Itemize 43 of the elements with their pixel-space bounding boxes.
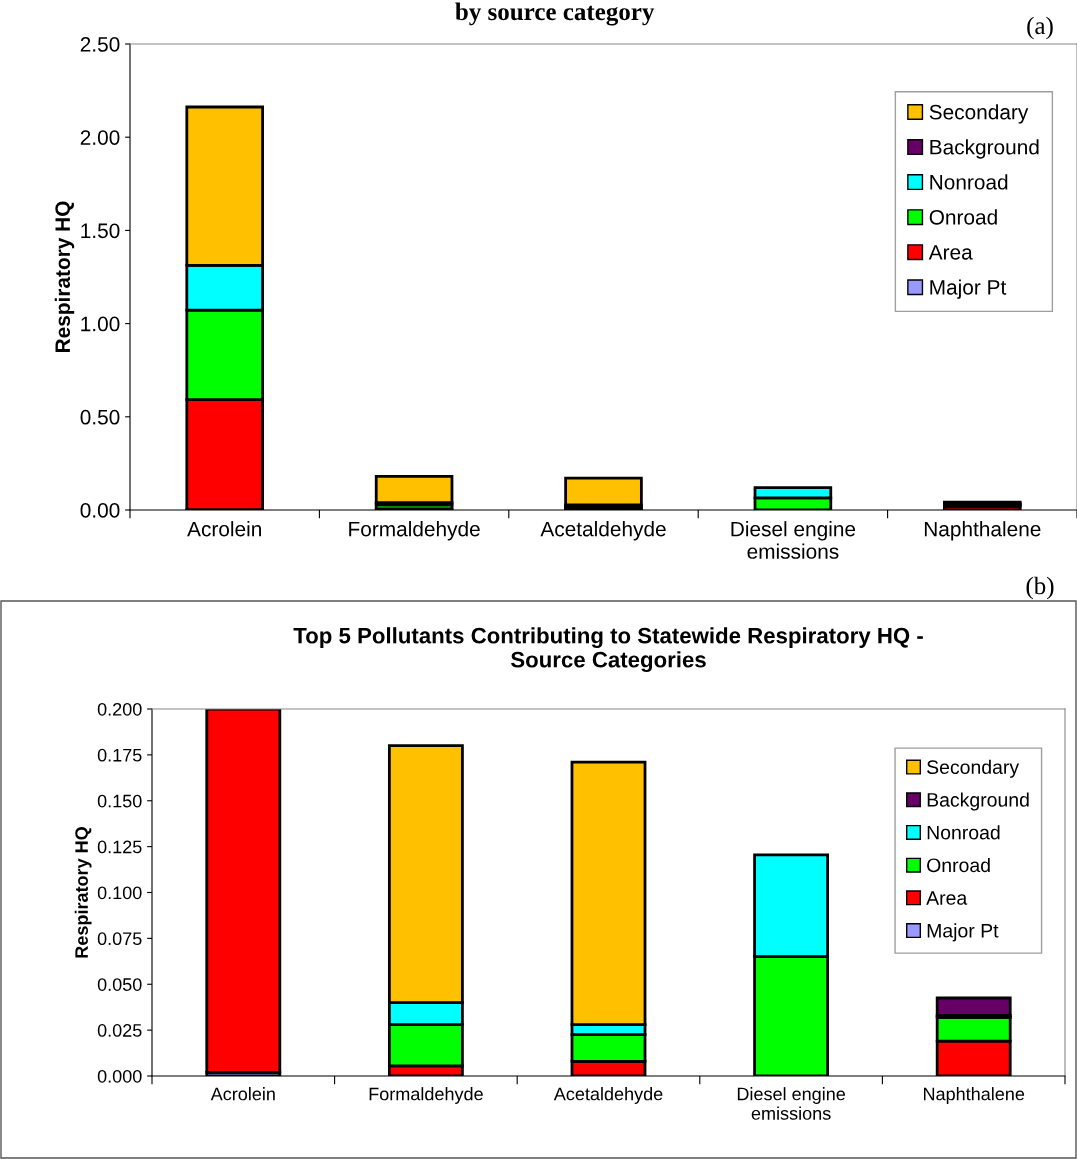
x-tick-label: Diesel engine emissions [731, 521, 856, 559]
legend-label: Nonroad [930, 174, 1008, 190]
y-tick-label: 0.150 [97, 794, 142, 808]
x-tick-label: Naphthalene [924, 521, 1041, 541]
y-tick-label: 0.175 [97, 748, 142, 762]
y-tick-label: 0.125 [97, 840, 142, 854]
text: (b) [1026, 576, 1054, 600]
legend-label: Onroad [927, 857, 990, 873]
y-tick-label: 0.075 [97, 932, 142, 946]
legend-label: Background [927, 792, 1029, 811]
legend-label: Major Pt [927, 923, 999, 942]
y-axis-title: Respiratory HQ [74, 827, 92, 958]
y-axis-title: Respiratory HQ [54, 201, 75, 353]
x-tick-label: Formaldehyde [349, 521, 480, 541]
legend-label: Area [928, 245, 973, 260]
x-tick-label: Diesel engine emissions [737, 1087, 846, 1120]
y-tick-label: 1.50 [81, 223, 120, 239]
x-tick-label: Acrolein [210, 1087, 275, 1101]
legend-label: Secondary [929, 104, 1029, 124]
x-tick-label: Acetaldehyde [553, 1087, 663, 1104]
legend-label: Background [930, 139, 1039, 159]
y-tick-label: 0.025 [97, 1024, 142, 1037]
chart-title: Top 5 Pollutants Contributing to Statewide Respiratory HQ - Source Categories [293, 627, 923, 673]
x-tick-label: Acetaldehyde [540, 521, 666, 541]
y-tick-label: 2.50 [80, 37, 120, 52]
text: (a) [1027, 16, 1053, 40]
y-tick-label: 1.00 [81, 316, 120, 332]
legend-label: Area [926, 891, 968, 905]
y-tick-label: 2.00 [80, 130, 120, 145]
chart-title: by source category [455, 2, 655, 26]
legend-label: Major Pt [930, 279, 1007, 299]
x-tick-label: Acrolein [187, 521, 261, 537]
legend-label: Onroad [929, 209, 997, 225]
y-tick-label: 0.050 [97, 978, 142, 991]
y-tick-label: 0.100 [97, 886, 142, 900]
x-tick-label: Formaldehyde [369, 1087, 483, 1104]
y-tick-label: 0.50 [80, 409, 120, 425]
legend-label: Nonroad [927, 825, 1000, 840]
x-tick-label: Naphthalene [923, 1087, 1025, 1104]
y-tick-label: 0.200 [97, 702, 142, 716]
legend-label: Secondary [927, 759, 1020, 778]
y-tick-label: 0.00 [80, 503, 120, 518]
y-tick-label: 0.000 [97, 1069, 142, 1083]
